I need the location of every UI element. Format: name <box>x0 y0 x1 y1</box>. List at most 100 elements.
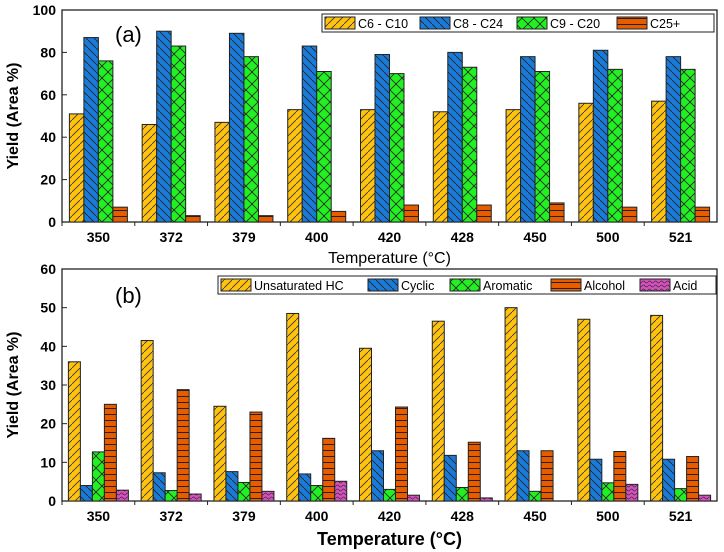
bar-unsaturated-hc-400 <box>286 312 300 502</box>
bar-acid-379 <box>261 490 275 502</box>
bar-alcohol-350 <box>103 403 117 502</box>
legend-swatch <box>367 278 399 292</box>
legend-label: Acid <box>673 279 697 293</box>
bar-c6-c10-428 <box>432 111 449 223</box>
bar-cyclic-379 <box>225 471 239 502</box>
bar-unsaturated-hc-521 <box>650 314 664 502</box>
legend-label: C25+ <box>650 17 680 31</box>
bar-c25--450 <box>549 202 565 223</box>
bar-aromatic-400 <box>310 485 324 502</box>
legend: C6 - C10 C8 - C24 C9 - C20 C25+ <box>321 13 715 33</box>
bar-c8-c24-372 <box>156 30 172 223</box>
legend-label: Aromatic <box>483 279 532 293</box>
x-tick-label: 350 <box>87 229 111 245</box>
bar-acid-521 <box>698 494 712 502</box>
x-tick-label: 428 <box>451 508 475 524</box>
bar-c9-c20-379 <box>243 56 259 223</box>
bar-cyclic-500 <box>589 458 603 502</box>
bar-c6-c10-400 <box>287 109 303 223</box>
bar-unsaturated-hc-350 <box>67 361 81 502</box>
y-tick-label: 0 <box>48 493 56 509</box>
bar-cyclic-350 <box>79 485 93 502</box>
bar-aromatic-379 <box>237 481 251 502</box>
bar-c8-c24-400 <box>301 45 318 223</box>
legend-swatch <box>516 16 548 30</box>
bar-alcohol-500 <box>613 451 627 502</box>
bar-c6-c10-372 <box>141 123 158 223</box>
bar-acid-428 <box>479 497 493 502</box>
x-axis-title: Temperature (°C) <box>328 250 451 267</box>
y-tick-label: 30 <box>40 377 56 393</box>
bar-alcohol-521 <box>686 456 700 502</box>
bar-acid-350 <box>115 489 129 502</box>
bar-acid-372 <box>188 493 202 502</box>
bar-cyclic-372 <box>152 472 166 502</box>
bar-c6-c10-350 <box>68 113 85 223</box>
bar-c25--379 <box>257 215 274 223</box>
bar-alcohol-428 <box>467 441 481 502</box>
bar-cyclic-400 <box>298 473 312 502</box>
bar-c25--420 <box>403 204 419 223</box>
legend-label: C6 - C10 <box>358 17 408 31</box>
bar-unsaturated-hc-420 <box>359 347 372 502</box>
y-tick-label: 10 <box>40 454 56 470</box>
bar-c9-c20-420 <box>389 73 405 223</box>
legend-label: C8 - C24 <box>453 17 503 31</box>
legend-swatch <box>220 278 252 292</box>
x-tick-label: 500 <box>596 229 620 245</box>
legend-swatch <box>616 16 648 30</box>
bar-c9-c20-450 <box>534 70 551 223</box>
legend-label: Alcohol <box>584 279 625 293</box>
bar-c6-c10-450 <box>505 109 522 223</box>
bar-cyclic-521 <box>662 458 676 502</box>
bar-c6-c10-500 <box>578 102 594 223</box>
x-tick-label: 420 <box>378 229 402 245</box>
x-tick-label: 420 <box>378 508 402 524</box>
legend-swatch <box>449 278 481 292</box>
y-tick-label: 40 <box>40 129 56 145</box>
bar-c8-c24-428 <box>447 51 463 223</box>
bar-acid-400 <box>334 480 348 502</box>
legend-label: Unsaturated HC <box>254 279 344 293</box>
bar-c8-c24-500 <box>592 49 609 223</box>
bar-c8-c24-379 <box>228 32 245 223</box>
legend-swatch <box>419 16 451 30</box>
bar-c25--428 <box>476 204 492 223</box>
panel-label: (b) <box>115 283 142 308</box>
bar-aromatic-428 <box>455 486 469 502</box>
x-tick-label: 400 <box>305 508 329 524</box>
y-tick-label: 60 <box>40 87 56 103</box>
bar-c8-c24-420 <box>374 54 390 223</box>
y-tick-label: 40 <box>40 338 56 354</box>
legend-swatch <box>324 16 356 30</box>
panel-b: 0 10 20 30 40 50 60 350 372 379 400 420 428 450 500 521… <box>5 261 718 549</box>
y-tick-label: 60 <box>40 261 56 277</box>
bar-aromatic-420 <box>383 488 396 502</box>
legend-label: C9 - C20 <box>550 17 600 31</box>
bar-c9-c20-372 <box>170 45 187 223</box>
y-tick-label: 50 <box>40 300 56 316</box>
bar-c25--350 <box>112 206 128 223</box>
bar-c9-c20-350 <box>97 60 114 223</box>
bar-aromatic-350 <box>91 451 105 502</box>
bar-aromatic-521 <box>674 488 688 502</box>
bar-unsaturated-hc-500 <box>577 318 591 502</box>
bar-c8-c24-350 <box>83 37 99 223</box>
bar-c6-c10-521 <box>651 100 667 223</box>
y-tick-label: 20 <box>40 172 56 188</box>
bar-c9-c20-500 <box>607 68 623 223</box>
legend-swatch <box>639 278 671 292</box>
bar-unsaturated-hc-428 <box>431 320 445 502</box>
x-tick-label: 521 <box>669 508 693 524</box>
bar-alcohol-372 <box>176 389 190 502</box>
y-axis-title: Yield (Area %) <box>5 63 22 170</box>
bar-c25--521 <box>694 206 711 223</box>
y-tick-label: 100 <box>33 2 57 18</box>
panel-a: 0 20 40 60 80 100 350 372 379 400 420 428 450 500 521 (… <box>5 2 718 267</box>
x-axis-title: Temperature (°C) <box>317 529 462 549</box>
bar-aromatic-450 <box>528 490 542 502</box>
bar-acid-420 <box>407 494 420 502</box>
x-tick-label: 372 <box>159 229 183 245</box>
bar-c9-c20-521 <box>680 68 696 223</box>
